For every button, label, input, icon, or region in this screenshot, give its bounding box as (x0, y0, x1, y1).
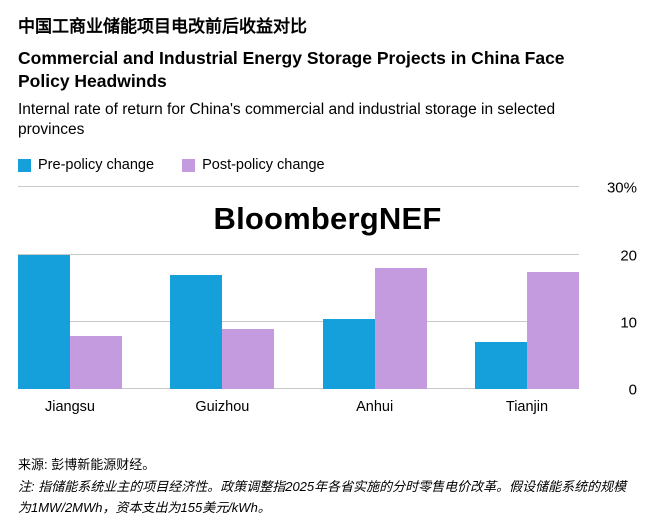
y-tick-label-30: 30% (606, 179, 637, 197)
gridlines (18, 186, 579, 390)
legend: Pre-policy change Post-policy change (18, 157, 637, 173)
legend-item-pre-policy: Pre-policy change (18, 157, 154, 173)
title-english: Commercial and Industrial Energy Storage… (18, 48, 565, 91)
note-line: 注: 指储能系统业主的项目经济性。政策调整指2025年各省实施的分时零售电价改革… (18, 479, 627, 515)
x-category-label-guizhou: Guizhou (195, 399, 250, 416)
plot-area: Jiangsu Guizhou Anhui Tianjin (18, 187, 579, 415)
bar-tianjin-post-policy-change (526, 271, 579, 390)
bar-anhui-pre-policy-change (322, 318, 375, 390)
title-chinese: 中国工商业储能项目电改前后收益对比 (18, 17, 307, 36)
bar-group-anhui: Anhui (322, 187, 427, 415)
y-tick-label-20: 20 (620, 247, 637, 265)
legend-swatch-post-policy (182, 158, 196, 172)
bar-tianjin-pre-policy-change (474, 342, 527, 390)
x-category-label-tianjin: Tianjin (505, 399, 549, 416)
bar-anhui-post-policy-change (374, 268, 427, 390)
gridline-0 (18, 388, 579, 390)
legend-item-post-policy: Post-policy change (182, 157, 325, 173)
bar-group-jiangsu: Jiangsu (18, 187, 122, 415)
source-line: 来源: 彭博新能源财经。 (18, 457, 156, 473)
bar-group-guizhou: Guizhou (170, 187, 275, 415)
gridline-30 (18, 186, 579, 188)
y-tick-label-0: 0 (628, 381, 637, 399)
footer: 来源: 彭博新能源财经。 注: 指储能系统业主的项目经济性。政策调整指2025年… (0, 455, 655, 518)
x-category-label-jiangsu: Jiangsu (45, 399, 95, 416)
legend-swatch-pre-policy (18, 158, 31, 172)
legend-label-pre-policy: Pre-policy change (38, 157, 155, 174)
gridline-20 (18, 253, 579, 255)
x-category-label-anhui: Anhui (356, 399, 394, 416)
bloombergnef-watermark: BloombergNEF (213, 201, 442, 237)
tick-labels: 30% 20 10 0 (583, 180, 637, 399)
bar-chart: 30% 20 10 0 Jiangsu Guizhou Anhui Tianjin Bloo… (18, 180, 637, 419)
chart-subtitle: Internal rate of return for China's comm… (18, 100, 556, 138)
y-tick-label-10: 10 (620, 314, 637, 332)
chart-card: 中国工商业储能项目电改前后收益对比 Commercial and Industr… (18, 17, 637, 419)
bar-guizhou-post-policy-change (222, 328, 275, 390)
gridline-10 (18, 321, 579, 323)
legend-label-post-policy: Post-policy change (202, 157, 325, 174)
bar-jiangsu-pre-policy-change (18, 254, 70, 390)
bar-group-tianjin: Tianjin (474, 187, 579, 415)
bar-guizhou-pre-policy-change (170, 274, 223, 390)
bar-jiangsu-post-policy-change (70, 335, 122, 390)
